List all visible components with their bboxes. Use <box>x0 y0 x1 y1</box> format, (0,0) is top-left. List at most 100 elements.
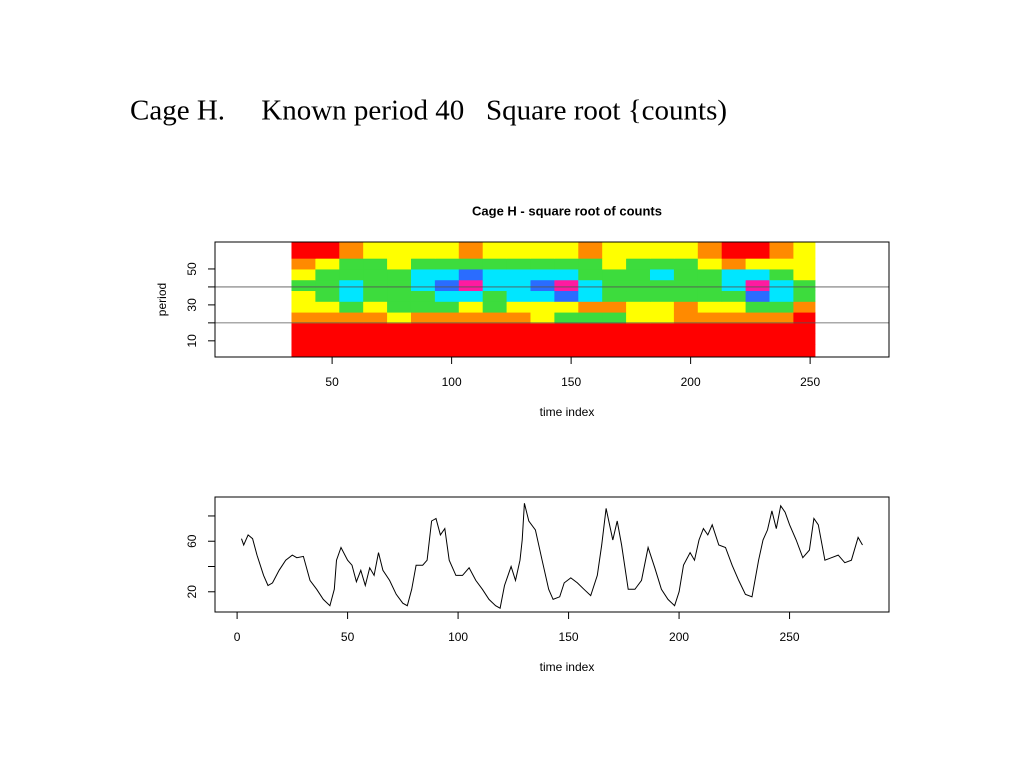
heat-cell <box>291 322 316 335</box>
heat-cell <box>649 268 675 281</box>
heat-cell <box>458 312 484 324</box>
heat-cell <box>649 322 675 335</box>
heat-cell <box>387 301 412 313</box>
heat-cell <box>482 279 508 292</box>
y-tick-label: 10 <box>185 334 199 348</box>
heat-cell <box>291 258 316 270</box>
heat-cell <box>769 344 794 358</box>
heat-cell <box>315 301 340 313</box>
heat-cell <box>434 268 460 281</box>
heat-cell <box>721 322 747 335</box>
heat-cell <box>697 333 723 345</box>
heat-cell <box>315 242 340 259</box>
heat-cell <box>554 333 579 345</box>
heat-cell <box>697 242 723 259</box>
chart-title: Cage H - square root of counts <box>472 203 662 218</box>
x-tick-label: 100 <box>442 375 462 389</box>
heat-cell <box>434 290 460 302</box>
heat-cell <box>673 242 699 259</box>
heat-cell <box>339 312 364 324</box>
heat-cell <box>745 258 770 270</box>
heat-cell <box>673 268 699 281</box>
heat-cell <box>626 268 651 281</box>
heat-cell <box>673 290 699 302</box>
x-tick-label: 250 <box>800 375 820 389</box>
heat-cell <box>626 333 651 345</box>
heat-cell <box>602 301 627 313</box>
heat-cell <box>291 242 316 259</box>
heat-cell <box>602 333 627 345</box>
heat-cell <box>363 290 388 302</box>
heat-cell <box>410 322 436 335</box>
heat-cell <box>339 279 364 292</box>
heat-cell <box>315 312 340 324</box>
heat-cell <box>363 344 388 358</box>
heat-cell <box>506 290 531 302</box>
heat-cell <box>482 322 508 335</box>
heat-cell <box>363 322 388 335</box>
heat-cell <box>482 301 508 313</box>
heat-cell <box>434 258 460 270</box>
heat-cell <box>434 301 460 313</box>
heat-cell <box>649 344 675 358</box>
heat-cell <box>673 258 699 270</box>
heat-cell <box>506 312 531 324</box>
heat-cell <box>339 322 364 335</box>
heat-cell <box>315 268 340 281</box>
heat-cell <box>697 279 723 292</box>
heat-cell <box>387 322 412 335</box>
heat-cell <box>506 242 531 259</box>
heat-cell <box>649 312 675 324</box>
heat-cell <box>554 301 579 313</box>
heat-cell <box>387 290 412 302</box>
heat-cell <box>363 268 388 281</box>
heat-cell <box>554 242 579 259</box>
heat-cell <box>434 322 460 335</box>
heat-cell <box>363 301 388 313</box>
heat-cell <box>506 322 531 335</box>
heat-cell <box>506 344 531 358</box>
heat-cell <box>721 258 747 270</box>
heat-cell <box>434 344 460 358</box>
heat-cell <box>410 301 436 313</box>
heat-cell <box>315 322 340 335</box>
x-tick-label: 150 <box>561 375 581 389</box>
heat-cell <box>387 268 412 281</box>
heat-cell <box>626 322 651 335</box>
heat-cell <box>315 290 340 302</box>
heat-cell <box>578 301 603 313</box>
heat-cell <box>673 312 699 324</box>
heat-cell <box>339 290 364 302</box>
heat-cell <box>745 301 770 313</box>
heat-cell <box>554 279 579 292</box>
heat-cell <box>793 268 816 281</box>
heat-cell <box>530 268 555 281</box>
heat-cell <box>721 312 747 324</box>
heat-cell <box>291 268 316 281</box>
heat-cell <box>721 301 747 313</box>
heat-cell <box>291 279 316 292</box>
heat-cell <box>291 301 316 313</box>
heat-cell <box>602 322 627 335</box>
heat-cell <box>793 333 816 345</box>
heat-cell <box>793 322 816 335</box>
heat-cell <box>602 258 627 270</box>
heat-cell <box>363 279 388 292</box>
heat-cell <box>339 242 364 259</box>
heat-cell <box>602 344 627 358</box>
heat-cell <box>482 258 508 270</box>
heat-cell <box>315 258 340 270</box>
line <box>241 503 863 609</box>
heat-cell <box>410 242 436 259</box>
heat-cell <box>745 312 770 324</box>
heat-cell <box>482 290 508 302</box>
heat-cell <box>697 322 723 335</box>
x-axis-label: time index <box>540 660 595 674</box>
heat-cell <box>410 290 436 302</box>
heat-cell <box>363 242 388 259</box>
heat-cell <box>530 312 555 324</box>
heat-cell <box>649 279 675 292</box>
heat-cell <box>626 344 651 358</box>
x-tick-label: 250 <box>780 630 800 644</box>
